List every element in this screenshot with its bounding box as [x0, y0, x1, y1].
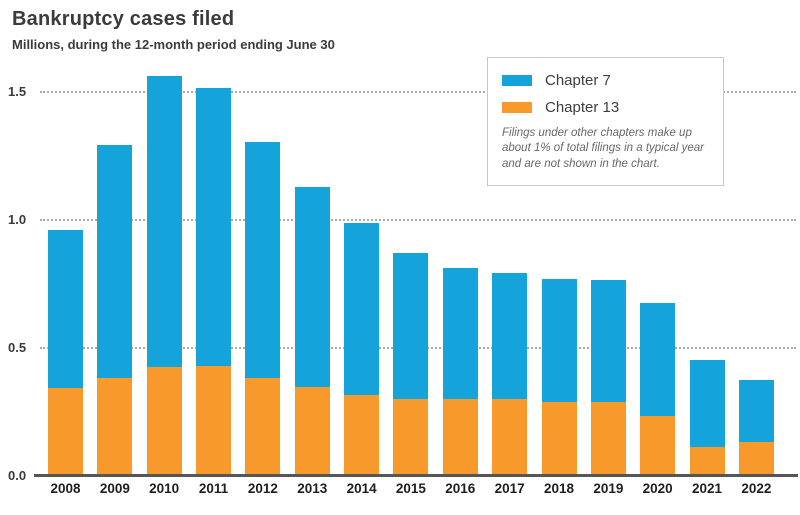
x-tick-label-2008: 2008: [50, 481, 81, 496]
bar-2017-chapter13: [492, 398, 528, 476]
bar-2013-chapter13: [294, 386, 330, 476]
bar-2019-chapter7: [590, 280, 626, 402]
bar-2014-chapter13: [344, 395, 380, 476]
bar-2011-chapter13: [196, 365, 232, 476]
y-tick-label-0.5: 0.5: [8, 340, 27, 355]
bar-2016-chapter7: [442, 268, 478, 399]
bar-2010-chapter7: [146, 75, 182, 367]
chapter13-swatch-icon: [502, 102, 532, 113]
bar-2011-chapter7: [196, 87, 232, 366]
legend-label-chapter13: Chapter 13: [545, 99, 620, 116]
x-tick-label-2009: 2009: [99, 481, 130, 496]
legend-label-chapter7: Chapter 7: [545, 72, 611, 89]
legend: Chapter 7 Chapter 13 Filings under other…: [487, 57, 724, 186]
legend-note: Filings under other chapters make up abo…: [502, 127, 705, 170]
x-tick-label-2011: 2011: [198, 481, 229, 496]
x-tick-label-2020: 2020: [642, 481, 673, 496]
x-tick-label-2019: 2019: [593, 481, 624, 496]
x-tick-label-2013: 2013: [297, 481, 328, 496]
y-tick-label-1.5: 1.5: [8, 84, 27, 99]
bar-2021-chapter7: [689, 360, 725, 447]
x-tick-label-2022: 2022: [741, 481, 772, 496]
bar-2015-chapter7: [393, 253, 429, 399]
x-tick-label-2017: 2017: [494, 481, 525, 496]
gridline-1: [40, 219, 796, 221]
y-tick-label-1.0: 1.0: [8, 212, 27, 227]
x-tick-label-2018: 2018: [543, 481, 575, 496]
x-tick-label-2012: 2012: [247, 481, 278, 496]
chapter7-swatch-icon: [502, 75, 532, 86]
legend-row-chapter13: Chapter 13: [502, 99, 709, 116]
bar-2016-chapter13: [442, 398, 478, 476]
bar-2019-chapter13: [590, 402, 626, 476]
bar-2013-chapter7: [294, 186, 330, 387]
x-tick-label-2021: 2021: [692, 481, 723, 496]
legend-row-chapter7: Chapter 7: [502, 72, 709, 89]
bar-2017-chapter7: [492, 272, 528, 399]
bar-2014-chapter7: [344, 223, 380, 396]
y-tick-label-0.0: 0.0: [8, 468, 27, 483]
bar-2009-chapter13: [97, 377, 133, 476]
x-tick-label-2016: 2016: [445, 481, 476, 496]
bar-2010-chapter13: [146, 366, 182, 476]
x-tick-label-2010: 2010: [149, 481, 180, 496]
chart-subtitle: Millions, during the 12-month period end…: [12, 37, 335, 52]
bar-2020-chapter7: [640, 303, 676, 417]
bar-2018-chapter13: [541, 402, 577, 476]
bar-2018-chapter7: [541, 278, 577, 402]
bar-2020-chapter13: [640, 416, 676, 476]
bar-2008-chapter7: [48, 229, 83, 388]
bar-2012-chapter13: [245, 377, 281, 476]
x-tick-label-2015: 2015: [395, 481, 426, 496]
bar-2012-chapter7: [245, 141, 281, 378]
x-axis-line: [34, 474, 798, 477]
bar-2021-chapter13: [689, 446, 725, 476]
bar-2015-chapter13: [393, 398, 429, 476]
chart-title: Bankruptcy cases filed: [12, 8, 235, 30]
gridline-1.5: [40, 91, 796, 93]
bar-2022-chapter7: [738, 380, 774, 442]
bar-2009-chapter7: [97, 144, 133, 378]
bar-2008-chapter13: [48, 387, 83, 476]
x-tick-label-2014: 2014: [346, 481, 377, 496]
bar-2022-chapter13: [738, 441, 774, 476]
